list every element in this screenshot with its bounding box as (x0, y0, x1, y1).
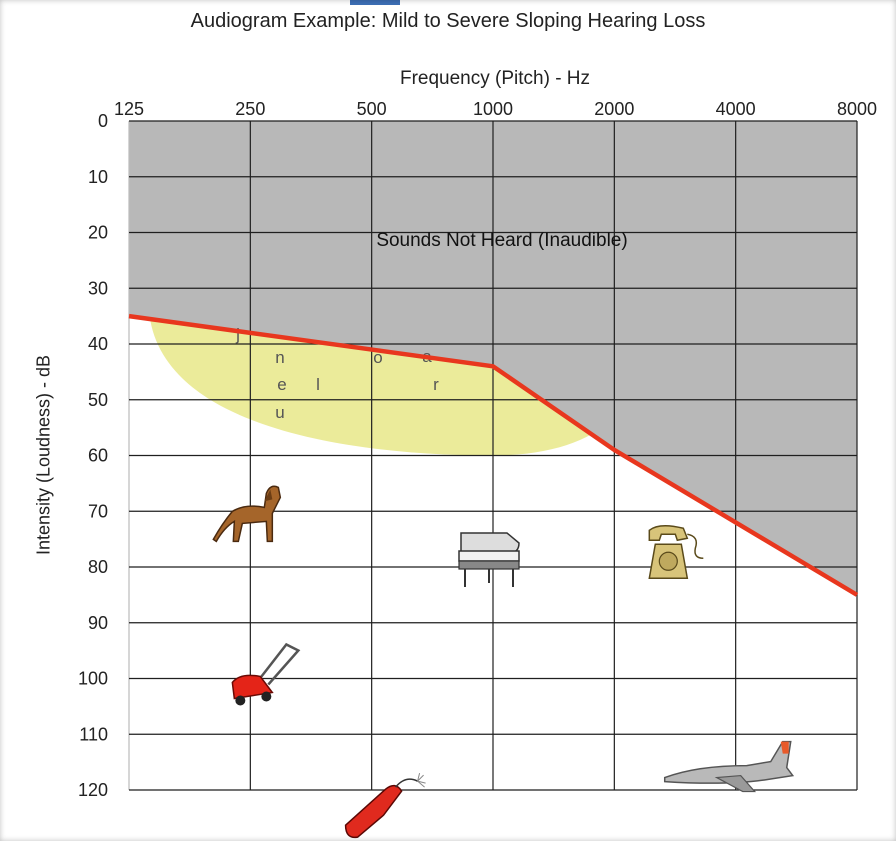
x-tick-label: 500 (357, 99, 387, 119)
tick-labels-layer: 125 250 500 1000 2000 4000 8000 0 10 20 30 40 50 60 70… (78, 99, 877, 800)
y-tick-label: 70 (88, 501, 108, 521)
y-tick-label: 20 (88, 223, 108, 243)
speech-letter: e (277, 375, 286, 394)
region-label-layer: Sounds Not Heard (Inaudible) (376, 230, 627, 251)
hearing-threshold-layer (128, 313, 859, 597)
grid-layer (128, 120, 858, 791)
jet-plane-icon (663, 740, 795, 793)
x-tick-label: 8000 (837, 99, 877, 119)
piano-case (458, 560, 520, 570)
y-tick-label: 60 (88, 446, 108, 466)
mower-wheel (261, 691, 272, 702)
x-axis-title: Frequency (Pitch) - Hz (399, 68, 591, 89)
x-tick-label: 125 (114, 99, 144, 119)
hearing-threshold-line (128, 313, 859, 597)
mower-deck (231, 674, 274, 700)
x-tick-label: 250 (235, 99, 265, 119)
speech-letter: o (373, 348, 382, 367)
telephone-cord (687, 533, 704, 560)
y-tick-label: 0 (98, 111, 108, 131)
x-tick-label: 2000 (594, 99, 634, 119)
piano-keys (458, 550, 520, 562)
chart-title: Audiogram Example: Mild to Severe Slopin… (190, 10, 706, 32)
y-tick-label: 10 (88, 167, 108, 187)
inaudible-region-label: Sounds Not Heard (Inaudible) (376, 230, 627, 251)
x-tick-label: 4000 (716, 99, 756, 119)
y-tick-label: 50 (88, 390, 108, 410)
chainsaw-cord (395, 778, 418, 788)
chainsaw-body (344, 784, 403, 839)
y-tick-label: 80 (88, 557, 108, 577)
y-tick-label: 120 (78, 780, 108, 800)
x-tick-label: 1000 (473, 99, 513, 119)
y-tick-label: 40 (88, 334, 108, 354)
chainsaw-icon (344, 773, 426, 839)
telephone-icon (648, 524, 704, 580)
mower-wheel (235, 695, 246, 706)
speech-letter: l (316, 375, 320, 394)
mower-handle (257, 642, 301, 686)
chainsaw-spark (417, 773, 426, 788)
y-tick-label: 110 (79, 724, 108, 744)
piano-icon (458, 532, 520, 587)
speech-letter: u (275, 403, 284, 422)
telephone-handset (648, 524, 689, 542)
y-tick-label: 90 (88, 613, 108, 633)
speech-letter: n (275, 348, 284, 367)
dog-body (212, 485, 282, 543)
jet-wing (714, 774, 757, 793)
y-tick-label: 30 (88, 278, 108, 298)
dog-icon (212, 485, 282, 543)
jet-fuselage (663, 740, 795, 784)
piano-lid (460, 532, 520, 554)
icons-layer (212, 485, 795, 839)
jet-tail (780, 741, 789, 754)
speech-letter: r (433, 375, 439, 394)
telephone-dial (658, 551, 678, 571)
dog-ear (264, 489, 273, 502)
speech-letter: j (235, 325, 240, 344)
top-tab-marker (350, 0, 400, 5)
y-tick-label: 100 (78, 669, 108, 689)
lawn-mower-icon (231, 642, 301, 706)
